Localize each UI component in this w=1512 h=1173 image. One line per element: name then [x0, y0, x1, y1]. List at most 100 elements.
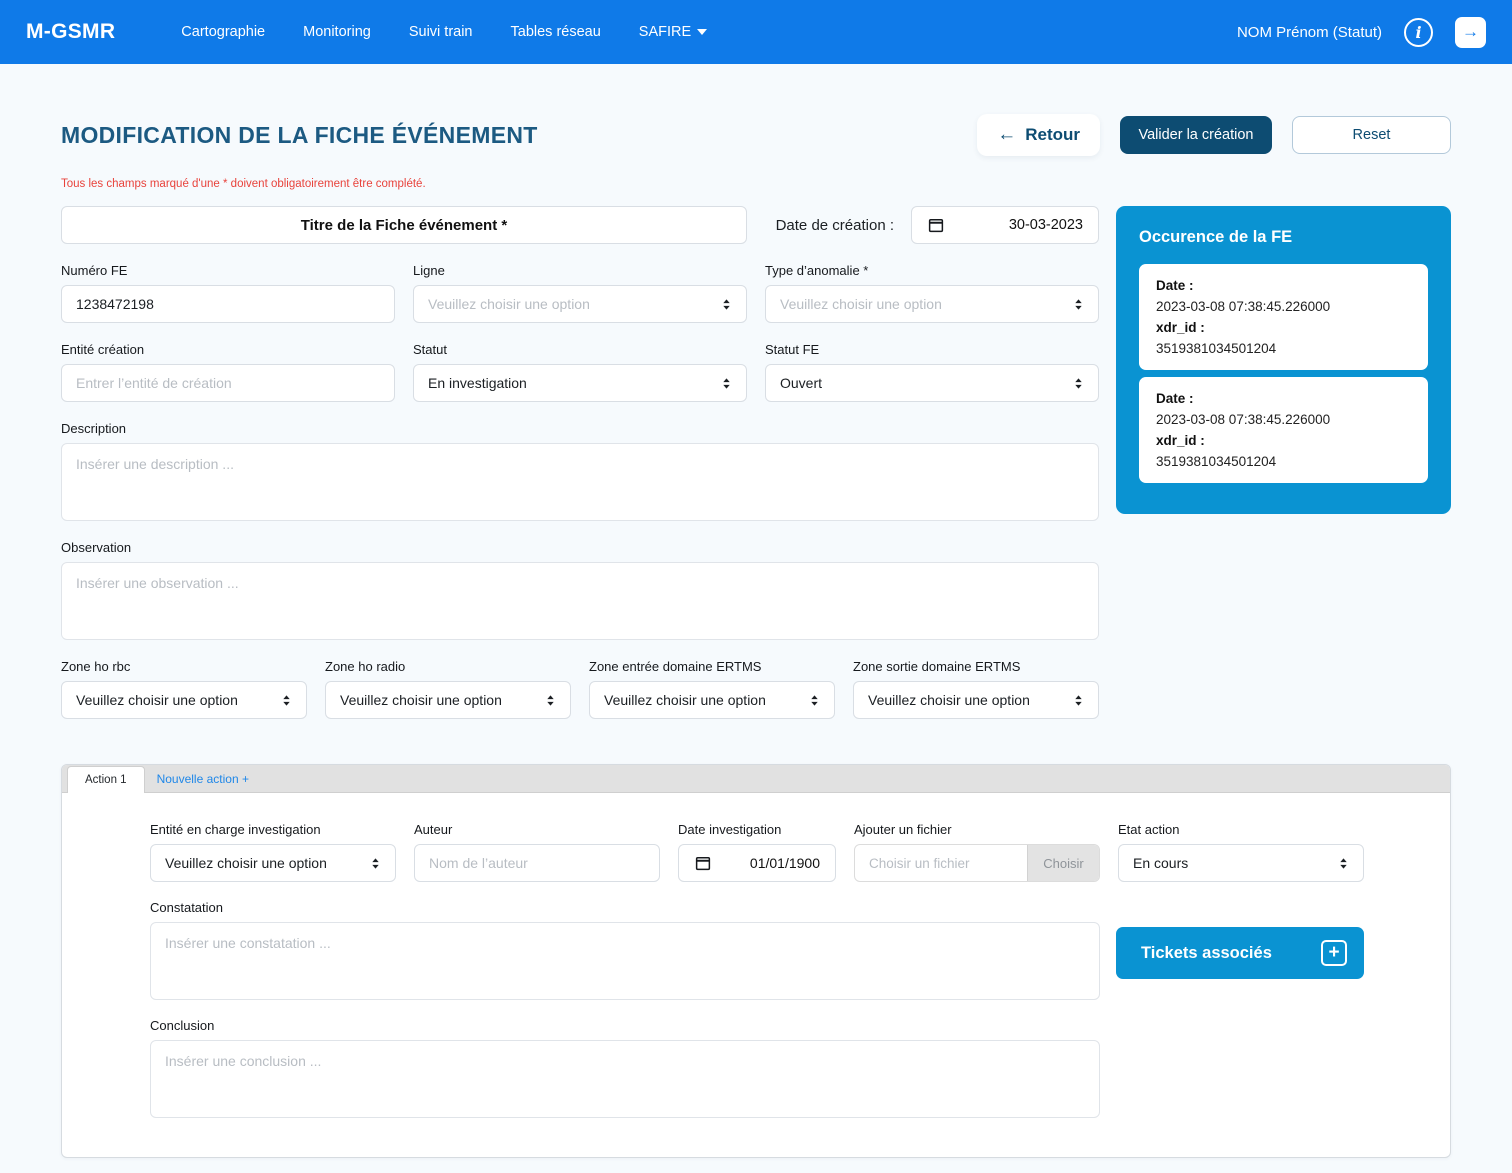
occurrence-panel-title: Occurence de la FE	[1139, 228, 1428, 247]
chevron-down-icon	[697, 29, 707, 35]
observation-label: Observation	[61, 540, 1099, 555]
occurrence-xdr-label: xdr_id :	[1156, 320, 1411, 335]
numero-fe-field: Numéro FE	[61, 263, 395, 323]
creation-date-value: 30-03-2023	[1009, 217, 1083, 233]
page-title-row: MODIFICATION DE LA FICHE ÉVÉNEMENT ← Ret…	[61, 114, 1451, 156]
event-title-input[interactable]: Titre de la Fiche événement *	[61, 206, 747, 244]
statut-fe-field: Statut FE Ouvert	[765, 342, 1099, 402]
type-anomalie-field: Type d’anomalie * Veuillez choisir une o…	[765, 263, 1099, 323]
numero-fe-input[interactable]	[61, 285, 395, 323]
entite-investigation-field: Entité en charge investigation Veuillez …	[150, 822, 396, 882]
statut-field: Statut En investigation	[413, 342, 747, 402]
select-updown-icon	[807, 693, 822, 708]
reset-button[interactable]: Reset	[1292, 116, 1451, 154]
creation-date-group: Date de création : 30-03-2023	[776, 206, 1099, 244]
validate-creation-button[interactable]: Valider la création	[1120, 116, 1272, 154]
auteur-input[interactable]	[414, 844, 660, 882]
tickets-associes-button[interactable]: Tickets associés +	[1116, 927, 1364, 979]
tab-action-1[interactable]: Action 1	[67, 766, 145, 793]
tickets-column: Tickets associés +	[1116, 900, 1364, 1000]
constatation-textarea[interactable]	[150, 922, 1100, 1000]
creation-date-label: Date de création :	[776, 217, 894, 234]
occurrence-date-value: 2023-03-08 07:38:45.226000	[1156, 299, 1411, 314]
select-updown-icon	[279, 693, 294, 708]
zone-ho-rbc-select[interactable]: Veuillez choisir une option	[61, 681, 307, 719]
creation-date-picker[interactable]: 30-03-2023	[911, 206, 1099, 244]
back-button[interactable]: ← Retour	[977, 114, 1100, 156]
date-investigation-field: Date investigation 01/01/1900	[678, 822, 836, 882]
fichier-label: Ajouter un fichier	[854, 822, 1100, 837]
nav-item-tables-reseau[interactable]: Tables réseau	[511, 24, 601, 40]
occurrence-xdr-value: 3519381034501204	[1156, 454, 1411, 469]
zone-ho-radio-field: Zone ho radio Veuillez choisir une optio…	[325, 659, 571, 719]
zone-ho-rbc-field: Zone ho rbc Veuillez choisir une option	[61, 659, 307, 719]
conclusion-field: Conclusion	[150, 1018, 1100, 1118]
select-updown-icon	[1071, 297, 1086, 312]
select-updown-icon	[1071, 376, 1086, 391]
select-updown-icon	[368, 856, 383, 871]
zone-entree-ertms-select[interactable]: Veuillez choisir une option	[589, 681, 835, 719]
zone-ho-radio-select[interactable]: Veuillez choisir une option	[325, 681, 571, 719]
zone-ho-radio-label: Zone ho radio	[325, 659, 571, 674]
calendar-icon	[927, 216, 945, 234]
type-anomalie-select[interactable]: Veuillez choisir une option	[765, 285, 1099, 323]
nav-item-cartographie[interactable]: Cartographie	[181, 24, 265, 40]
file-choose-button[interactable]: Choisir	[1027, 845, 1099, 881]
entite-creation-input[interactable]	[61, 364, 395, 402]
conclusion-textarea[interactable]	[150, 1040, 1100, 1118]
zone-entree-ertms-field: Zone entrée domaine ERTMS Veuillez chois…	[589, 659, 835, 719]
file-placeholder: Choisir un fichier	[855, 845, 1027, 881]
fichier-field: Ajouter un fichier Choisir un fichier Ch…	[854, 822, 1100, 882]
topbar-right-group: NOM Prénom (Statut) i →	[1237, 17, 1486, 48]
zone-sortie-ertms-select[interactable]: Veuillez choisir une option	[853, 681, 1099, 719]
statut-label: Statut	[413, 342, 747, 357]
etat-action-field: Etat action En cours	[1118, 822, 1364, 882]
select-updown-icon	[543, 693, 558, 708]
required-fields-note: Tous les champs marqué d'une * doivent o…	[61, 178, 1451, 190]
info-icon[interactable]: i	[1404, 18, 1433, 47]
ligne-label: Ligne	[413, 263, 747, 278]
action-body: Entité en charge investigation Veuillez …	[62, 793, 1450, 1157]
nav-item-monitoring[interactable]: Monitoring	[303, 24, 371, 40]
entite-investigation-select[interactable]: Veuillez choisir une option	[150, 844, 396, 882]
auteur-label: Auteur	[414, 822, 660, 837]
page-title: MODIFICATION DE LA FICHE ÉVÉNEMENT	[61, 122, 538, 149]
constatation-field: Constatation	[150, 900, 1100, 1000]
zone-sortie-ertms-label: Zone sortie domaine ERTMS	[853, 659, 1099, 674]
observation-textarea[interactable]	[61, 562, 1099, 640]
logout-button[interactable]: →	[1455, 17, 1486, 48]
select-updown-icon	[1071, 693, 1086, 708]
nav-item-safire[interactable]: SAFIRE	[639, 24, 707, 40]
occurrence-panel: Occurence de la FE Date : 2023-03-08 07:…	[1116, 206, 1451, 514]
occurrence-date-label: Date :	[1156, 391, 1411, 406]
numero-fe-label: Numéro FE	[61, 263, 395, 278]
description-textarea[interactable]	[61, 443, 1099, 521]
occurrence-xdr-label: xdr_id :	[1156, 433, 1411, 448]
occurrence-card: Date : 2023-03-08 07:38:45.226000 xdr_id…	[1139, 264, 1428, 370]
select-updown-icon	[719, 376, 734, 391]
type-anomalie-label: Type d’anomalie *	[765, 263, 1099, 278]
date-investigation-picker[interactable]: 01/01/1900	[678, 844, 836, 882]
description-label: Description	[61, 421, 1099, 436]
observation-field: Observation	[61, 540, 1099, 640]
top-navigation-bar: M-GSMR Cartographie Monitoring Suivi tra…	[0, 0, 1512, 64]
tab-new-action[interactable]: Nouvelle action +	[145, 765, 261, 792]
user-name-status: NOM Prénom (Statut)	[1237, 24, 1382, 41]
action-tabbar: Action 1 Nouvelle action +	[62, 765, 1450, 793]
zone-sortie-ertms-field: Zone sortie domaine ERTMS Veuillez chois…	[853, 659, 1099, 719]
main-nav: Cartographie Monitoring Suivi train Tabl…	[181, 24, 707, 40]
back-button-label: Retour	[1025, 125, 1080, 145]
etat-action-select[interactable]: En cours	[1118, 844, 1364, 882]
entite-creation-field: Entité création	[61, 342, 395, 402]
page-content: MODIFICATION DE LA FICHE ÉVÉNEMENT ← Ret…	[0, 64, 1512, 1158]
statut-fe-select[interactable]: Ouvert	[765, 364, 1099, 402]
nav-item-suivi-train[interactable]: Suivi train	[409, 24, 473, 40]
auteur-field: Auteur	[414, 822, 660, 882]
zone-ho-rbc-label: Zone ho rbc	[61, 659, 307, 674]
file-upload-input[interactable]: Choisir un fichier Choisir	[854, 844, 1100, 882]
statut-select[interactable]: En investigation	[413, 364, 747, 402]
logout-arrow-icon: →	[1462, 22, 1479, 42]
action-section: Action 1 Nouvelle action + Entité en cha…	[61, 764, 1451, 1158]
occurrence-card: Date : 2023-03-08 07:38:45.226000 xdr_id…	[1139, 377, 1428, 483]
ligne-select[interactable]: Veuillez choisir une option	[413, 285, 747, 323]
